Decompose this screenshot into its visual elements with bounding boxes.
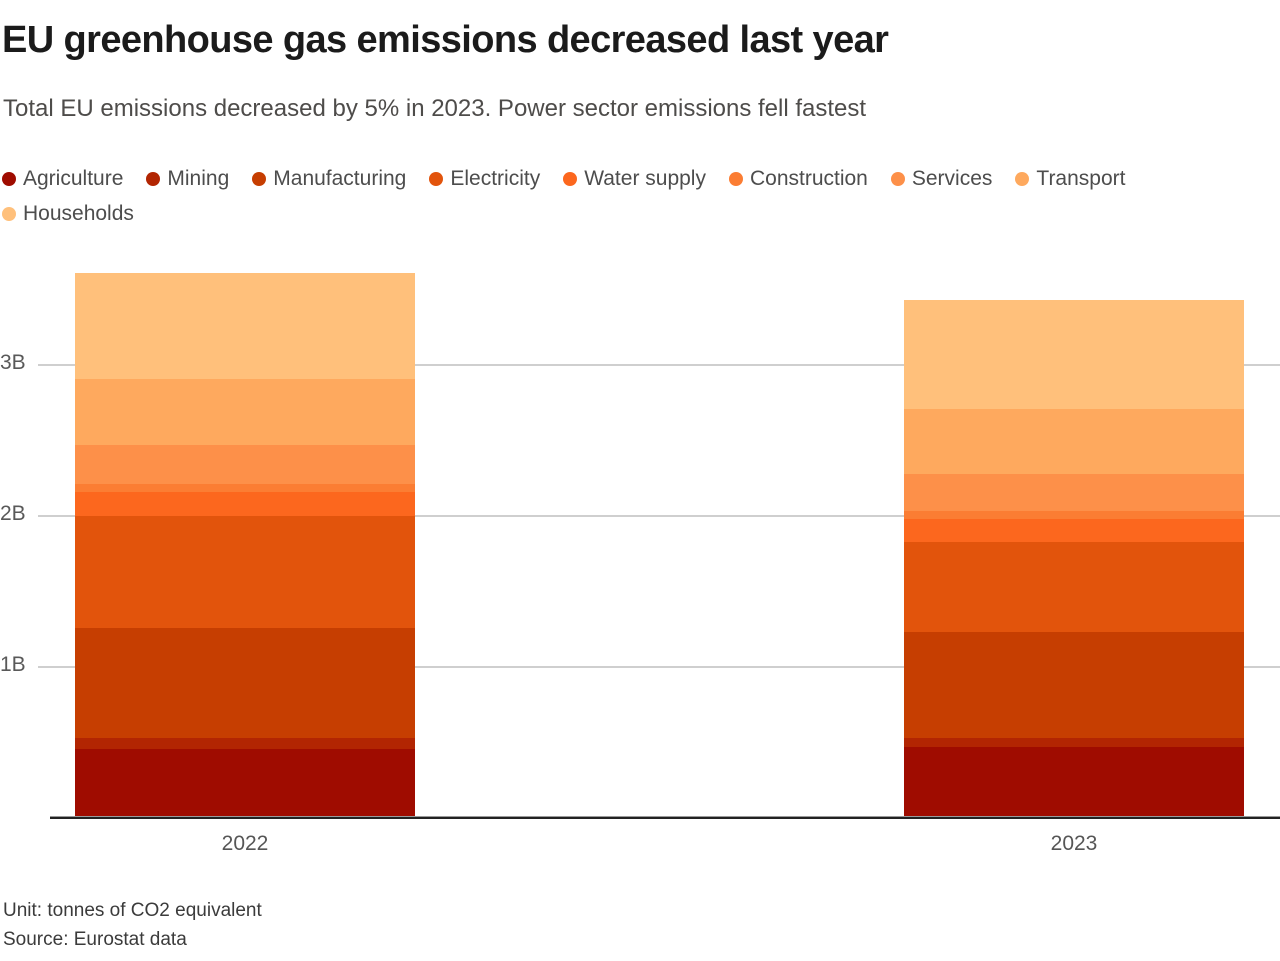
footer-unit-note: Unit: tonnes of CO2 equivalent bbox=[3, 900, 262, 921]
legend-item-water-supply: Water supply bbox=[563, 167, 706, 191]
bar-2022-segment-water-supply bbox=[75, 491, 415, 516]
legend-row-2: Households bbox=[2, 202, 1232, 226]
bar-2022-segment-transport bbox=[75, 378, 415, 445]
bar-2023-segment-construction bbox=[904, 511, 1244, 519]
legend-swatch-transport bbox=[1015, 172, 1030, 186]
legend-item-services: Services bbox=[890, 167, 993, 191]
legend-item-construction: Construction bbox=[728, 167, 868, 191]
legend-item-households: Households bbox=[2, 202, 134, 226]
chart-title: EU greenhouse gas emissions decreased la… bbox=[2, 19, 889, 61]
bar-2022-segment-mining bbox=[75, 737, 415, 749]
legend-label-services: Services bbox=[911, 167, 993, 190]
legend-swatch-agriculture bbox=[2, 172, 16, 186]
legend-swatch-mining bbox=[146, 172, 161, 186]
x-axis-label-2023: 2023 bbox=[1050, 832, 1098, 855]
x-axis-label-2022: 2022 bbox=[221, 832, 269, 855]
legend-swatch-electricity bbox=[429, 172, 444, 186]
legend-label-manufacturing: Manufacturing bbox=[273, 167, 407, 190]
legend-item-mining: Mining bbox=[146, 167, 229, 191]
bar-2023 bbox=[904, 300, 1244, 818]
gridline-1b bbox=[38, 666, 1280, 668]
bar-2022-segment-households bbox=[75, 272, 415, 379]
legend-swatch-manufacturing bbox=[252, 172, 267, 186]
bar-2022-segment-manufacturing bbox=[75, 627, 415, 738]
chart-subtitle: Total EU emissions decreased by 5% in 20… bbox=[3, 95, 867, 122]
legend-item-agriculture: Agriculture bbox=[2, 167, 123, 191]
legend-label-transport: Transport bbox=[1036, 167, 1126, 190]
legend-label-construction: Construction bbox=[749, 167, 868, 190]
bar-2023-segment-agriculture bbox=[904, 747, 1244, 818]
legend-item-electricity: Electricity bbox=[429, 167, 540, 191]
legend-label-mining: Mining bbox=[167, 167, 230, 190]
legend-label-electricity: Electricity bbox=[450, 167, 541, 190]
bar-2022-segment-construction bbox=[75, 484, 415, 492]
legend: Agriculture Mining Manufacturing Electricit… bbox=[2, 167, 1232, 237]
legend-item-manufacturing: Manufacturing bbox=[252, 167, 406, 191]
bar-2022-segment-electricity bbox=[75, 515, 415, 628]
bar-2022-segment-agriculture bbox=[75, 748, 415, 818]
legend-item-transport: Transport bbox=[1015, 167, 1125, 191]
bar-2023-segment-households bbox=[904, 300, 1244, 409]
legend-label-agriculture: Agriculture bbox=[23, 167, 124, 190]
legend-swatch-construction bbox=[728, 172, 743, 186]
bar-2023-segment-electricity bbox=[904, 541, 1244, 633]
y-tick-label-1b: 1B bbox=[0, 653, 26, 676]
x-axis-line bbox=[50, 816, 1280, 819]
gridline-2b bbox=[38, 515, 1280, 517]
legend-label-water-supply: Water supply bbox=[584, 167, 706, 190]
legend-swatch-services bbox=[890, 172, 905, 186]
y-tick-label-2b: 2B bbox=[0, 502, 26, 525]
bar-2022 bbox=[75, 272, 415, 818]
footer-source-note: Source: Eurostat data bbox=[3, 929, 187, 950]
y-tick-label-3b: 3B bbox=[0, 351, 26, 374]
bar-2023-segment-mining bbox=[904, 737, 1244, 747]
gridline-3b bbox=[38, 364, 1280, 366]
legend-swatch-water-supply bbox=[563, 172, 578, 186]
bar-2023-segment-manufacturing bbox=[904, 632, 1244, 738]
legend-label-households: Households bbox=[23, 202, 134, 225]
legend-swatch-households bbox=[2, 207, 16, 221]
bar-2023-segment-water-supply bbox=[904, 519, 1244, 542]
bar-2022-segment-services bbox=[75, 445, 415, 485]
legend-row-1: Agriculture Mining Manufacturing Electricit… bbox=[2, 167, 1232, 191]
bar-2023-segment-transport bbox=[904, 408, 1244, 474]
bar-2023-segment-services bbox=[904, 473, 1244, 512]
